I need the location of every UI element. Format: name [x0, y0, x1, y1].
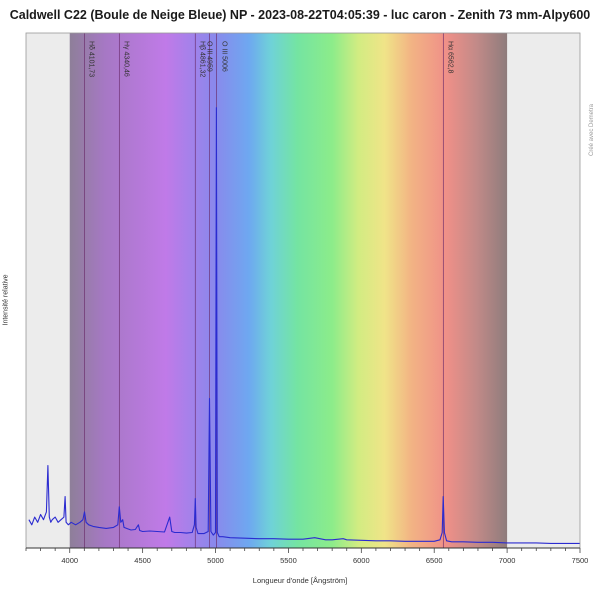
- spectral-line-label: Hδ 4101,73: [88, 41, 95, 77]
- spectral-line-label: O III 5006: [220, 41, 227, 72]
- x-axis-label: Longueur d'onde [Ångström]: [252, 576, 348, 585]
- visible-spectrum-band: [69, 33, 508, 548]
- x-tick-label: 4000: [61, 556, 78, 565]
- x-tick-label: 4500: [134, 556, 151, 565]
- chart-title: Caldwell C22 (Boule de Neige Bleue) NP -…: [9, 8, 591, 22]
- x-tick-label: 5000: [207, 556, 224, 565]
- x-tick-label: 5500: [280, 556, 297, 565]
- x-tick-label: 7500: [572, 556, 589, 565]
- spectral-line-markers: Hδ 4101,73 Hγ 4340,46 Hβ 4861,32 O III 4959…: [84, 33, 453, 548]
- spectral-line-label: Hβ 4861,32: [198, 41, 205, 77]
- axes: 4000 4500 5000 5500 6000 6500 7000 7500: [25, 32, 589, 565]
- spectrum-line: [28, 107, 580, 544]
- x-tick-label: 6000: [353, 556, 370, 565]
- spectrum-series: [28, 107, 580, 544]
- plot-background: [26, 33, 580, 548]
- x-tick-label: 7000: [499, 556, 516, 565]
- spectral-line-label: O III 4959: [206, 41, 213, 72]
- spectral-line-label: Hγ 4340,46: [122, 41, 129, 77]
- spectral-line-label: Hα 6562,8: [446, 41, 453, 74]
- x-tick-label: 6500: [426, 556, 443, 565]
